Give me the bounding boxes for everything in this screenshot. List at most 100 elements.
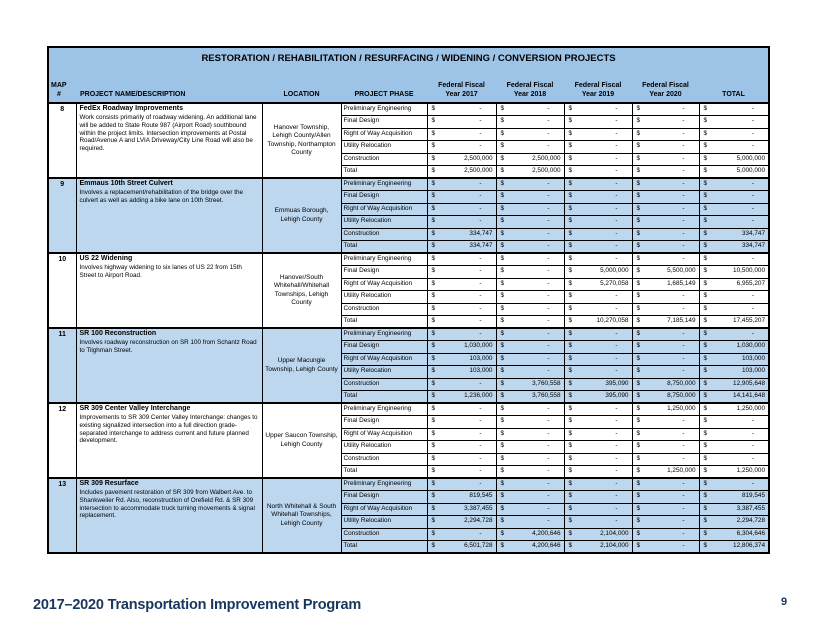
- amount-value: -: [547, 354, 550, 362]
- currency-symbol: $: [636, 142, 641, 149]
- currency-symbol: $: [568, 317, 573, 324]
- project-10-row-0: 10 US 22 Widening Involves highway widenin…: [47, 252, 770, 329]
- currency-symbol: $: [568, 379, 573, 387]
- currency-symbol: $: [431, 304, 436, 312]
- project-13-row-4: Construction $ - $4,200,646 $2,104,000 $ - $6,3…: [48, 527, 770, 541]
- project-8-row-2: Right of Way Acquisition $ - $ - $ - $ - $ -: [48, 127, 770, 141]
- fy-amount-cell: $3,760,558: [495, 377, 565, 391]
- amount-value: -: [682, 292, 685, 299]
- amount-value: -: [615, 192, 618, 199]
- amount-value: 12,806,374: [733, 542, 766, 549]
- amount-value: -: [479, 129, 482, 137]
- currency-symbol: $: [431, 342, 436, 349]
- page-number: 9: [781, 596, 788, 608]
- amount-value: -: [479, 417, 482, 424]
- amount-value: -: [547, 342, 550, 349]
- fy-amount-cell: $ -: [563, 227, 633, 241]
- currency-symbol: $: [636, 317, 641, 324]
- fy-amount-cell: $5,270,058: [563, 277, 633, 291]
- currency-symbol: $: [431, 504, 436, 512]
- currency-symbol: $: [636, 117, 641, 124]
- currency-symbol: $: [703, 354, 708, 362]
- amount-value: 1,685,149: [667, 279, 696, 287]
- currency-symbol: $: [431, 367, 436, 374]
- currency-symbol: $: [703, 117, 708, 124]
- currency-symbol: $: [636, 504, 641, 512]
- fy-amount-cell: $ -: [563, 252, 633, 266]
- amount-value: -: [682, 542, 685, 549]
- currency-symbol: $: [568, 480, 573, 487]
- amount-value: -: [547, 255, 550, 262]
- currency-symbol: $: [636, 229, 641, 237]
- currency-symbol: $: [500, 379, 505, 387]
- currency-symbol: $: [636, 429, 641, 437]
- project-10-row-1: Final Design $ - $ - $5,000,000 $5,500,000 $10,…: [48, 265, 770, 279]
- amount-value: -: [615, 492, 618, 499]
- fy-amount-cell: $ -: [495, 202, 565, 216]
- amount-value: -: [682, 167, 685, 174]
- currency-symbol: $: [500, 492, 505, 499]
- amount-value: -: [615, 342, 618, 349]
- col-header-map: MAP #: [48, 66, 76, 104]
- total-amount-cell: $1,250,000: [698, 465, 770, 479]
- currency-symbol: $: [636, 529, 641, 537]
- amount-value: 5,000,000: [736, 154, 766, 162]
- amount-value: 6,955,207: [736, 279, 766, 287]
- fy-amount-cell: $334,747: [426, 227, 497, 241]
- amount-value: -: [479, 429, 482, 437]
- currency-symbol: $: [636, 517, 641, 524]
- fy-amount-cell: $395,090: [563, 390, 633, 404]
- fy-amount-cell: $ -: [631, 140, 700, 154]
- fy-amount-cell: $ -: [495, 227, 565, 241]
- currency-symbol: $: [568, 504, 573, 512]
- fy-amount-cell: $ -: [495, 415, 565, 429]
- project-location: Hanover/South Whitehall/Whitehall Townsh…: [261, 252, 342, 329]
- currency-symbol: $: [636, 405, 641, 412]
- fy-amount-cell: $ -: [495, 465, 565, 479]
- project-name: US 22 Widening: [79, 255, 133, 262]
- amount-value: 103,000: [741, 354, 766, 362]
- fy-amount-cell: $ -: [426, 427, 497, 441]
- currency-symbol: $: [431, 354, 436, 362]
- amount-value: -: [615, 217, 618, 224]
- col-header-map-line1: MAP: [51, 81, 67, 89]
- currency-symbol: $: [703, 504, 708, 512]
- fy-amount-cell: $395,090: [563, 377, 633, 391]
- currency-symbol: $: [568, 154, 573, 162]
- fy-amount-cell: $ -: [495, 427, 565, 441]
- fy-amount-cell: $ -: [563, 177, 633, 191]
- amount-value: -: [615, 229, 618, 237]
- total-amount-cell: $ -: [698, 127, 770, 141]
- fy-amount-cell: $ -: [426, 527, 497, 541]
- currency-symbol: $: [568, 367, 573, 374]
- amount-value: -: [751, 105, 755, 112]
- currency-symbol: $: [703, 279, 708, 287]
- amount-value: 3,760,558: [532, 392, 561, 399]
- amount-value: -: [682, 204, 685, 212]
- fy-amount-cell: $ -: [426, 127, 497, 141]
- fy-amount-cell: $ -: [631, 440, 700, 454]
- project-12-row-4: Construction $ - $ - $ - $ - $ -: [48, 452, 770, 466]
- currency-symbol: $: [431, 392, 436, 399]
- fy-amount-cell: $ -: [495, 127, 565, 141]
- currency-symbol: $: [431, 105, 436, 112]
- currency-symbol: $: [636, 217, 641, 224]
- currency-symbol: $: [568, 454, 573, 462]
- fy-amount-cell: $ -: [495, 440, 565, 454]
- amount-value: -: [479, 255, 482, 262]
- fy-amount-cell: $ -: [563, 302, 633, 316]
- currency-symbol: $: [500, 367, 505, 374]
- currency-symbol: $: [636, 154, 641, 162]
- total-amount-cell: $ -: [698, 302, 770, 316]
- fy-amount-cell: $ -: [495, 352, 565, 366]
- amount-value: -: [751, 292, 755, 299]
- amount-value: 395,090: [605, 392, 629, 399]
- amount-value: 3,387,455: [736, 504, 766, 512]
- fy-amount-cell: $ -: [426, 290, 497, 304]
- amount-value: 1,250,000: [667, 405, 696, 412]
- fy-amount-cell: $ -: [495, 490, 565, 504]
- fy-amount-cell: $ -: [495, 102, 565, 116]
- fy-amount-cell: $6,501,728: [426, 540, 497, 554]
- amount-value: -: [479, 529, 482, 537]
- amount-value: -: [751, 255, 755, 262]
